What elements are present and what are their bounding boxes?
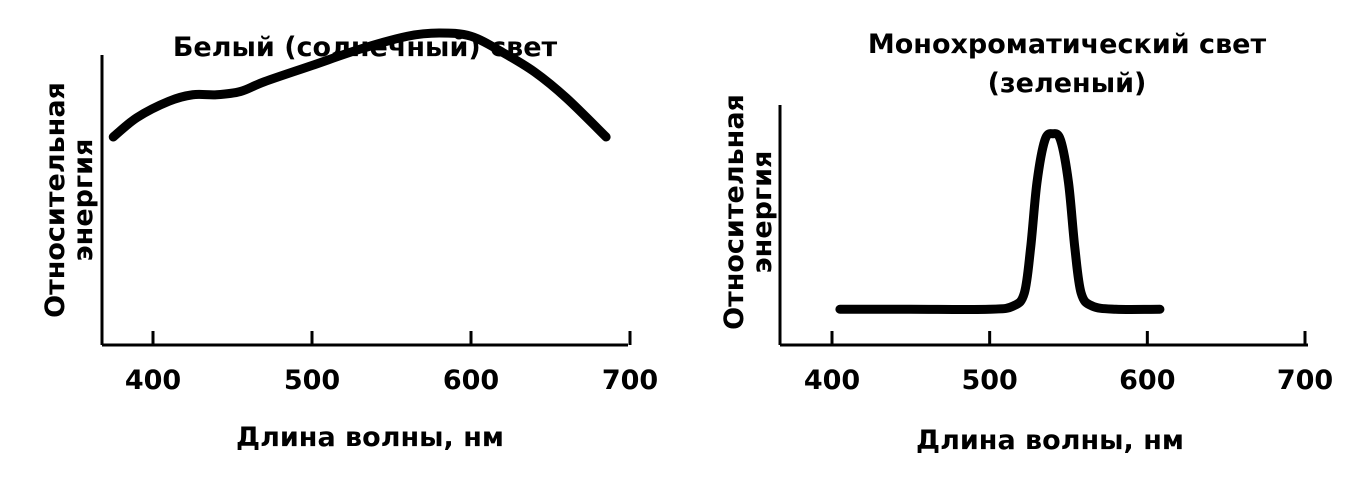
x-axis-label: Длина волны, нм [236,422,504,453]
x-tick-label: 500 [961,365,1017,396]
y-axis-label-line-1: Относительная [40,82,71,318]
x-tick-label: 600 [1119,365,1175,396]
x-tick-label: 400 [125,365,181,396]
y-axis-label: Относительная энергия [40,82,99,318]
chart-title-line-2: (зеленый) [988,68,1147,99]
x-tick-label: 600 [443,365,499,396]
x-tick-label: 500 [284,365,340,396]
y-axis-label-line-1: Относительная [719,94,750,330]
x-ticks: 400 500 600 700 [804,331,1333,396]
y-axis-label-line-2: энергия [747,151,778,274]
x-axis-label: Длина волны, нм [916,425,1184,456]
series-line-white-light [108,28,611,142]
x-tick-label: 700 [602,365,658,396]
x-ticks: 400 500 600 700 [125,331,658,396]
chart-panel-monochromatic-light: Монохроматический свет (зеленый) 400 500 6… [719,29,1333,456]
chart-panel-white-light: Белый (солнечный) свет 400 500 600 700 Длин… [40,28,658,453]
y-axis-label-line-2: энергия [68,139,99,262]
series-line-green-light [835,129,1165,314]
y-axis-label: Относительная энергия [719,94,778,330]
chart-title-line-1: Монохроматический свет [868,29,1267,60]
x-tick-label: 400 [804,365,860,396]
x-tick-label: 700 [1277,365,1333,396]
